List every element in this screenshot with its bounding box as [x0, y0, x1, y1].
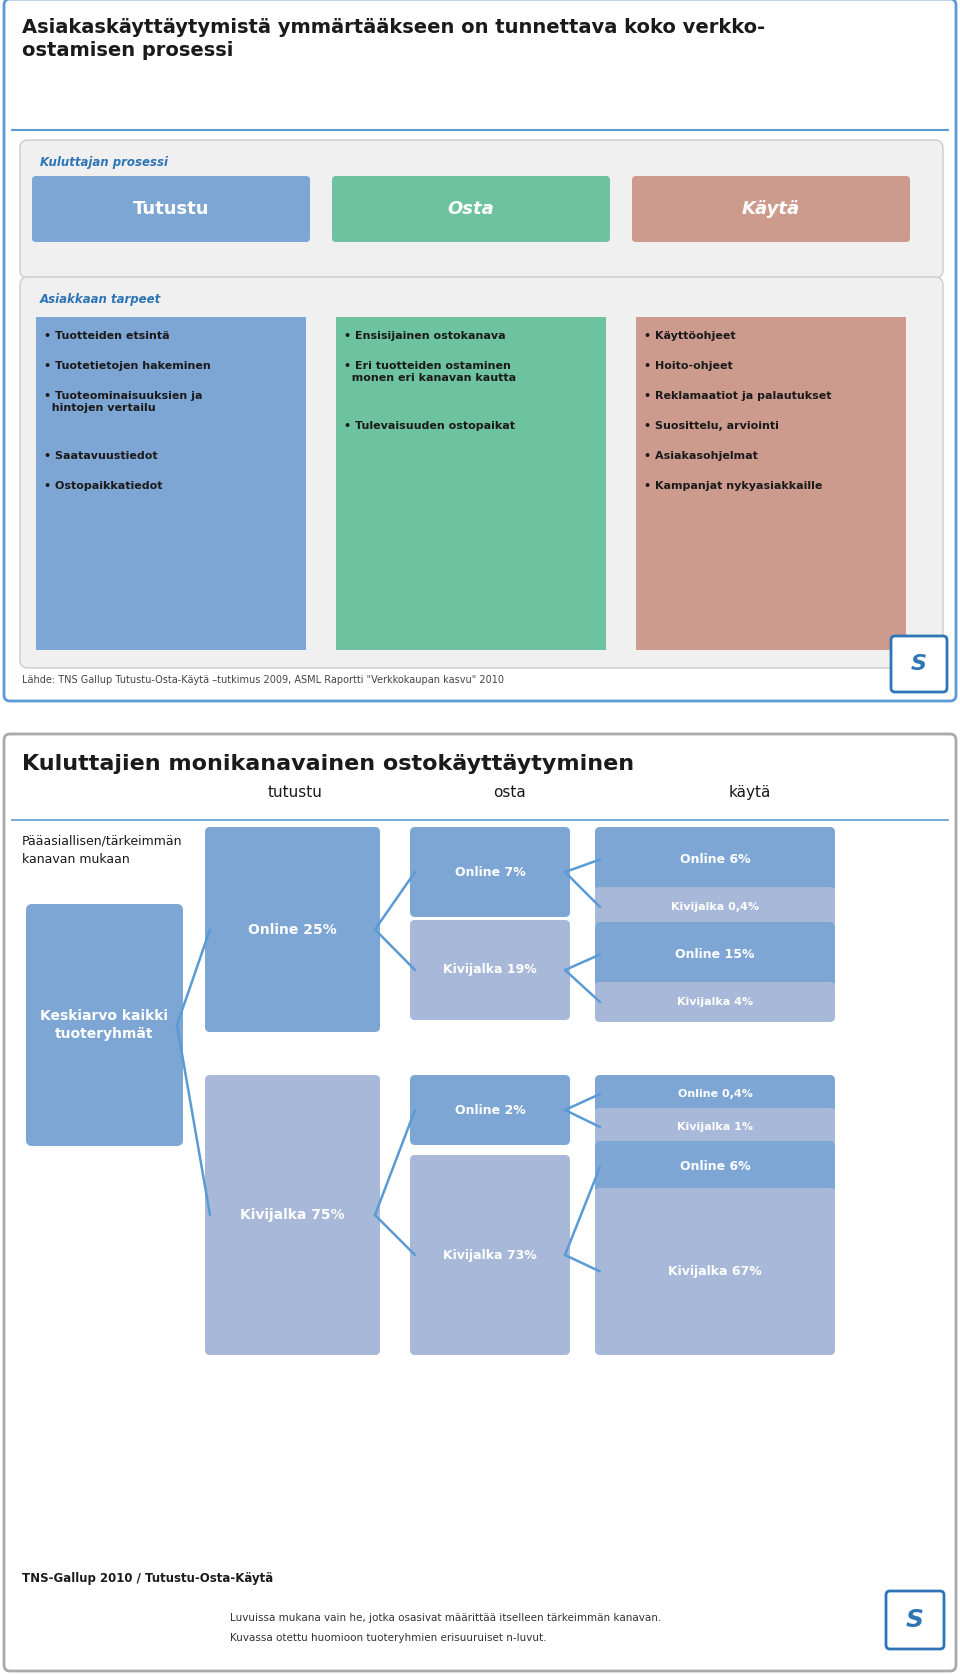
Text: TNS-Gallup 2010 / Tutustu-Osta-Käytä: TNS-Gallup 2010 / Tutustu-Osta-Käytä [22, 1573, 274, 1585]
Text: • Suosittelu, arviointi: • Suosittelu, arviointi [644, 420, 779, 430]
FancyBboxPatch shape [4, 734, 956, 1672]
Text: • Tulevaisuuden ostopaikat: • Tulevaisuuden ostopaikat [344, 420, 515, 430]
Text: • Hoito-ohjeet: • Hoito-ohjeet [644, 362, 732, 370]
Text: Kivijalka 67%: Kivijalka 67% [668, 1265, 762, 1278]
Text: Kivijalka 19%: Kivijalka 19% [444, 963, 537, 977]
FancyBboxPatch shape [4, 0, 956, 702]
Text: Online 2%: Online 2% [455, 1104, 525, 1117]
FancyBboxPatch shape [891, 636, 947, 692]
Text: Luvuissa mukana vain he, jotka osasivat määrittää itselleen tärkeimmän kanavan.: Luvuissa mukana vain he, jotka osasivat … [230, 1613, 661, 1623]
Text: Kivijalka 73%: Kivijalka 73% [444, 1248, 537, 1261]
Text: • Asiakasohjelmat: • Asiakasohjelmat [644, 451, 757, 461]
FancyBboxPatch shape [205, 1075, 380, 1355]
Text: • Ostopaikkatiedot: • Ostopaikkatiedot [44, 481, 162, 491]
Text: • Saatavuustiedot: • Saatavuustiedot [44, 451, 157, 461]
FancyBboxPatch shape [595, 982, 835, 1022]
Text: Kivijalka 75%: Kivijalka 75% [240, 1208, 345, 1223]
Text: Asiakkaan tarpeet: Asiakkaan tarpeet [40, 293, 161, 307]
Text: Kuluttajien monikanavainen ostokäyttäytyminen: Kuluttajien monikanavainen ostokäyttäyty… [22, 754, 635, 774]
Text: Online 0,4%: Online 0,4% [678, 1089, 753, 1099]
FancyBboxPatch shape [26, 905, 183, 1146]
FancyBboxPatch shape [632, 176, 910, 241]
Bar [636, 317, 906, 650]
Text: käytä: käytä [729, 786, 771, 801]
Text: • Tuotteiden etsintä: • Tuotteiden etsintä [44, 332, 170, 342]
Text: • Kampanjat nykyasiakkaille: • Kampanjat nykyasiakkaille [644, 481, 823, 491]
Text: • Tuoteominaisuuksien ja
  hintojen vertailu: • Tuoteominaisuuksien ja hintojen vertai… [44, 390, 203, 412]
Text: Online 6%: Online 6% [680, 853, 751, 866]
Text: Online 15%: Online 15% [675, 948, 755, 961]
Text: Online 7%: Online 7% [455, 866, 525, 878]
FancyBboxPatch shape [410, 920, 570, 1020]
FancyBboxPatch shape [595, 1075, 835, 1112]
Text: osta: osta [493, 786, 526, 801]
FancyBboxPatch shape [595, 921, 835, 987]
FancyBboxPatch shape [205, 827, 380, 1032]
FancyBboxPatch shape [595, 888, 835, 926]
FancyBboxPatch shape [886, 1591, 944, 1648]
Text: Lähde: TNS Gallup Tutustu-Osta-Käytä –tutkimus 2009, ASML Raportti "Verkkokaupan: Lähde: TNS Gallup Tutustu-Osta-Käytä –tu… [22, 675, 504, 685]
Text: Asiakaskäyttäytymistä ymmärtääkseen on tunnettava koko verkko-
ostamisen prosess: Asiakaskäyttäytymistä ymmärtääkseen on t… [22, 18, 765, 60]
Text: S: S [911, 653, 927, 673]
Text: • Ensisijainen ostokanava: • Ensisijainen ostokanava [344, 332, 506, 342]
Bar [336, 317, 606, 650]
FancyBboxPatch shape [410, 1156, 570, 1355]
Text: Kivijalka 4%: Kivijalka 4% [677, 997, 753, 1007]
FancyBboxPatch shape [32, 176, 310, 241]
FancyBboxPatch shape [595, 1141, 835, 1193]
Text: Kivijalka 1%: Kivijalka 1% [677, 1122, 753, 1132]
Text: Tutustu: Tutustu [132, 199, 209, 218]
Text: Keskiarvo kaikki
tuoteryhmät: Keskiarvo kaikki tuoteryhmät [40, 1008, 169, 1042]
Text: Kivijalka 0,4%: Kivijalka 0,4% [671, 903, 759, 911]
Text: Online 25%: Online 25% [248, 923, 337, 936]
FancyBboxPatch shape [20, 141, 943, 278]
FancyBboxPatch shape [595, 1107, 835, 1146]
FancyBboxPatch shape [595, 1188, 835, 1355]
Text: Kuluttajan prosessi: Kuluttajan prosessi [40, 156, 168, 169]
Text: Online 6%: Online 6% [680, 1161, 751, 1174]
Text: Pääasiallisen/tärkeimmän
kanavan mukaan: Pääasiallisen/tärkeimmän kanavan mukaan [22, 836, 182, 866]
Bar [36, 317, 306, 650]
Text: • Reklamaatiot ja palautukset: • Reklamaatiot ja palautukset [644, 390, 831, 400]
Text: Osta: Osta [447, 199, 494, 218]
Text: • Tuotetietojen hakeminen: • Tuotetietojen hakeminen [44, 362, 211, 370]
Text: • Käyttöohjeet: • Käyttöohjeet [644, 332, 735, 342]
Text: Käytä: Käytä [742, 199, 800, 218]
FancyBboxPatch shape [20, 276, 943, 668]
Text: Kuvassa otettu huomioon tuoteryhmien erisuuruiset n-luvut.: Kuvassa otettu huomioon tuoteryhmien eri… [230, 1633, 546, 1643]
FancyBboxPatch shape [410, 827, 570, 916]
FancyBboxPatch shape [595, 827, 835, 893]
FancyBboxPatch shape [410, 1075, 570, 1146]
Text: • Eri tuotteiden ostaminen
  monen eri kanavan kautta: • Eri tuotteiden ostaminen monen eri kan… [344, 362, 516, 382]
FancyBboxPatch shape [332, 176, 610, 241]
Text: tutustu: tutustu [268, 786, 323, 801]
Text: S: S [906, 1608, 924, 1631]
